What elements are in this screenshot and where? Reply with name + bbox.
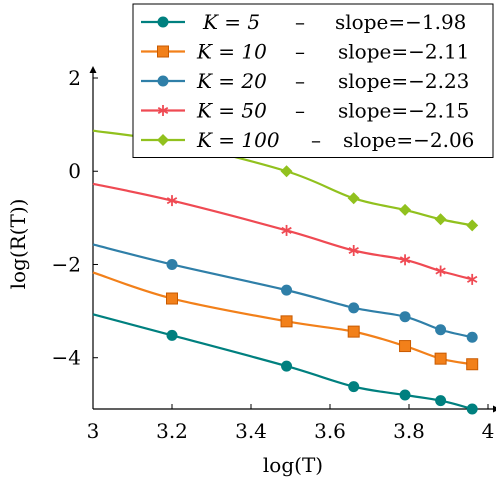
data-point bbox=[166, 292, 178, 305]
legend-swatch-marker bbox=[157, 75, 169, 87]
data-point bbox=[399, 389, 411, 401]
y-tick-label: 0 bbox=[68, 159, 81, 183]
legend-dash: – bbox=[295, 99, 305, 123]
data-point bbox=[280, 165, 293, 178]
legend-entry: K = 5 – slope=−1.98 bbox=[141, 10, 466, 34]
legend-swatch-marker bbox=[157, 105, 169, 116]
legend-box bbox=[132, 3, 494, 158]
x-tick-label: 3.6 bbox=[314, 419, 346, 443]
legend-k-label: K = 20 bbox=[196, 69, 267, 93]
data-point bbox=[435, 395, 447, 407]
series-line bbox=[92, 313, 473, 411]
legend-dash: – bbox=[295, 10, 305, 34]
legend-entry: K = 50 – slope=−2.15 bbox=[141, 99, 469, 123]
data-point bbox=[280, 315, 293, 328]
data-point bbox=[347, 192, 360, 205]
legend-slope-label: slope=−2.11 bbox=[338, 40, 469, 64]
legend-swatch-marker bbox=[157, 16, 169, 28]
data-point bbox=[399, 254, 411, 266]
data-point bbox=[166, 329, 178, 341]
data-point bbox=[434, 213, 447, 226]
data-point bbox=[348, 302, 360, 314]
x-axis-arrow bbox=[493, 405, 496, 413]
legend-slope-label: slope=−2.06 bbox=[343, 128, 474, 152]
y-axis-arrow bbox=[89, 66, 97, 73]
axes-group: 3 3.2 3.4 3.6 3.8 4 −4 −2 0 2 bbox=[52, 66, 496, 443]
data-point bbox=[435, 265, 446, 277]
series-k50 bbox=[92, 182, 478, 285]
x-tick-label: 3 bbox=[87, 419, 100, 443]
legend-dash: – bbox=[311, 128, 321, 152]
legend-entry: K = 100 – slope=−2.06 bbox=[141, 128, 474, 152]
legend-dash: – bbox=[295, 40, 305, 64]
legend-swatch-marker bbox=[157, 134, 169, 146]
x-tick-label: 4 bbox=[482, 419, 495, 443]
series-layer bbox=[92, 129, 479, 415]
legend-k-label: K = 50 bbox=[196, 99, 267, 123]
data-point bbox=[466, 358, 479, 371]
data-point bbox=[281, 360, 293, 372]
y-tick-label: 2 bbox=[68, 66, 81, 90]
legend: K = 5 – slope=−1.98 K = 10 – slope=−2.11 K = 2… bbox=[132, 3, 494, 158]
legend-slope-label: slope=−1.98 bbox=[335, 10, 466, 34]
data-point bbox=[281, 224, 292, 236]
data-point bbox=[399, 311, 411, 323]
series-k10 bbox=[92, 271, 479, 371]
x-tick-label: 3.4 bbox=[235, 419, 267, 443]
legend-k-label: K = 10 bbox=[196, 40, 267, 64]
legend-k-label: K = 5 bbox=[202, 10, 260, 34]
x-tick-label: 3.2 bbox=[156, 419, 188, 443]
data-point bbox=[466, 403, 478, 415]
x-tick-label: 3.8 bbox=[393, 419, 425, 443]
data-point bbox=[399, 203, 412, 216]
series-line bbox=[92, 182, 473, 281]
data-point bbox=[348, 381, 360, 393]
data-point bbox=[166, 258, 178, 270]
x-axis-label: log(T) bbox=[263, 453, 323, 477]
legend-slope-label: slope=−2.15 bbox=[338, 99, 469, 123]
data-point bbox=[347, 325, 360, 338]
y-tick-label: −4 bbox=[52, 346, 81, 370]
series-k20 bbox=[92, 243, 478, 343]
legend-dash: – bbox=[295, 69, 305, 93]
legend-entry: K = 20 – slope=−2.23 bbox=[141, 69, 469, 93]
data-point bbox=[435, 324, 447, 336]
data-point bbox=[399, 340, 412, 353]
series-k5 bbox=[92, 313, 478, 415]
data-point bbox=[466, 273, 478, 285]
data-point bbox=[466, 219, 479, 232]
legend-entry: K = 10 – slope=−2.11 bbox=[141, 40, 469, 64]
y-axis-label: log(R(T)) bbox=[6, 199, 30, 290]
data-point bbox=[281, 284, 293, 296]
y-tick-label: −2 bbox=[52, 252, 81, 276]
legend-slope-label: slope=−2.23 bbox=[338, 69, 469, 93]
data-point bbox=[166, 195, 178, 207]
data-point bbox=[434, 352, 447, 365]
legend-swatch-marker bbox=[157, 45, 169, 58]
legend-k-label: K = 100 bbox=[196, 128, 280, 152]
data-point bbox=[466, 331, 478, 343]
data-point bbox=[348, 244, 359, 256]
